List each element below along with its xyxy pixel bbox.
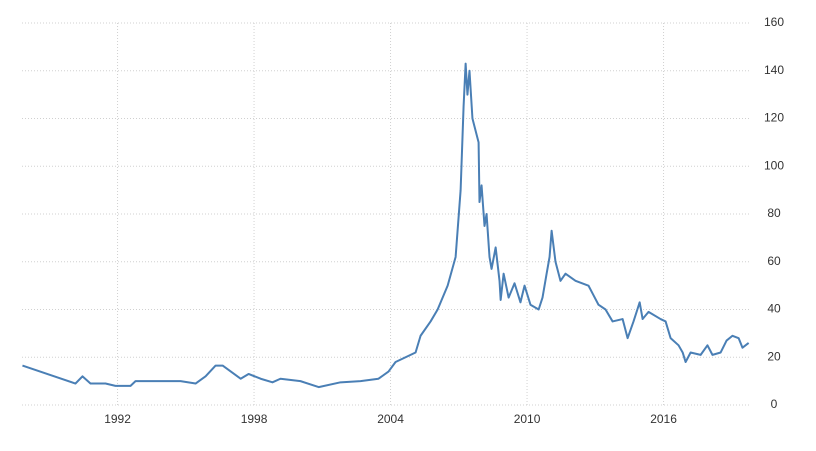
x-tick-label: 2010 (514, 412, 541, 426)
y-tick-label: 160 (764, 15, 784, 29)
data-line (22, 62, 750, 389)
y-tick-label: 80 (767, 206, 781, 220)
x-tick-label: 1998 (241, 412, 268, 426)
y-tick-label: 100 (764, 158, 784, 172)
x-tick-label: 2016 (650, 412, 677, 426)
x-tick-label: 2004 (377, 412, 404, 426)
y-tick-label: 40 (767, 302, 781, 316)
y-tick-label: 60 (767, 254, 781, 268)
x-tick-label: 1992 (104, 412, 131, 426)
y-tick-label: 140 (764, 63, 784, 77)
y-tick-label: 20 (767, 349, 781, 363)
y-tick-label: 120 (764, 111, 784, 125)
y-tick-label: 0 (771, 397, 778, 411)
